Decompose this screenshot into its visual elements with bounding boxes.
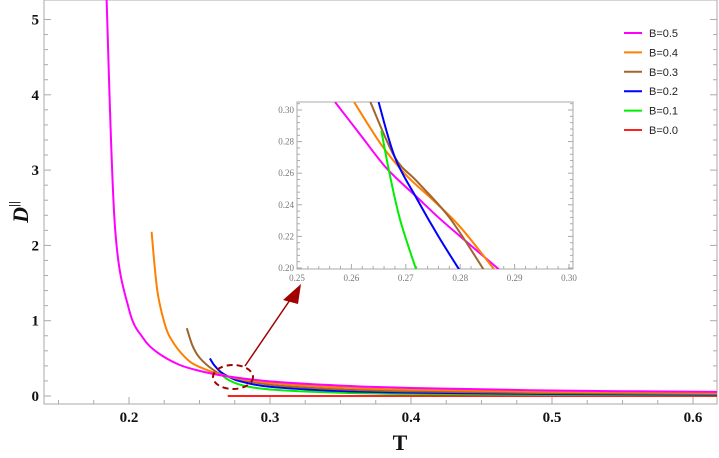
x-tick-label: 0.2 (120, 410, 139, 426)
zoom-annotation (212, 284, 301, 390)
legend-item: B=0.0 (624, 125, 678, 137)
legend-label: B=0.4 (649, 47, 678, 59)
legend-item: B=0.4 (624, 47, 678, 59)
y-tick-label: 4 (32, 88, 40, 104)
arrow-head-icon (283, 284, 301, 304)
x-tick-label: 0.5 (543, 410, 562, 426)
plot-border (43, 0, 718, 405)
legend-label: B=0.0 (649, 125, 678, 137)
inset-x-tick-label: 0.29 (507, 273, 523, 283)
y-axis-label-superscript: || (6, 201, 21, 207)
inset-y-tick-label: 0.26 (278, 168, 294, 178)
inset-y-tick-label: 0.28 (278, 137, 294, 147)
arrow-shaft (244, 296, 293, 367)
x-axis-label: T (393, 430, 408, 455)
inset-x-tick-label: 0.27 (398, 273, 414, 283)
series-line-B=0.3 (185, 327, 717, 395)
inset-series-line-B=0.2 (377, 102, 461, 269)
legend-label: B=0.1 (649, 106, 678, 118)
inset-y-tick-label: 0.22 (278, 231, 294, 241)
inset-x-tick-label: 0.26 (344, 273, 360, 283)
inset-series-line-B=0.1 (380, 130, 418, 269)
inset-x-tick-label: 0.30 (561, 273, 577, 283)
inset-x-tick-label: 0.25 (289, 273, 305, 283)
inset-y-tick-label: 0.20 (278, 263, 294, 273)
svg-text:D||: D|| (6, 201, 33, 224)
inset-plot: 0.25 0.26 0.27 0.28 0.29 0.30 0.20 0.22 0.24 0.26… (278, 101, 577, 283)
inset-series (334, 102, 501, 269)
y-axis-label-main: D (8, 207, 33, 224)
inset-series-line-B=0.3 (369, 102, 485, 269)
x-tick-label: 0.6 (684, 410, 703, 426)
inset-border (296, 101, 574, 270)
y-tick-label: 5 (32, 13, 40, 29)
legend-item: B=0.1 (624, 106, 678, 118)
inset-y-tick-label: 0.24 (278, 200, 294, 210)
x-axis-ticks: 0.2 0.3 0.4 0.5 0.6 (58, 397, 703, 426)
y-axis-ticks: 0 1 2 3 4 5 (32, 13, 717, 405)
legend-label: B=0.2 (649, 86, 678, 98)
legend: B=0.5 B=0.4 B=0.3 B=0.2 B=0.1 B=0.0 (624, 28, 678, 137)
series-line-B=0.5 (105, 0, 717, 393)
legend-label: B=0.5 (649, 28, 678, 40)
x-tick-label: 0.3 (261, 410, 280, 426)
inset-y-tick-label: 0.30 (278, 105, 294, 115)
y-axis-label: D|| (6, 201, 33, 224)
x-tick-label: 0.4 (402, 410, 421, 426)
inset-x-tick-label: 0.28 (452, 273, 468, 283)
y-tick-label: 1 (32, 314, 40, 330)
dashed-ellipse (212, 364, 254, 390)
y-tick-label: 0 (32, 389, 40, 405)
legend-label: B=0.3 (649, 67, 678, 79)
legend-item: B=0.3 (624, 67, 678, 79)
series-lines (105, 0, 717, 398)
legend-item: B=0.5 (624, 28, 678, 40)
legend-item: B=0.2 (624, 86, 678, 98)
y-tick-label: 2 (32, 238, 40, 254)
inset-series-line-B=0.4 (353, 102, 496, 269)
plot-frame (43, 0, 718, 405)
y-tick-label: 3 (32, 163, 40, 179)
